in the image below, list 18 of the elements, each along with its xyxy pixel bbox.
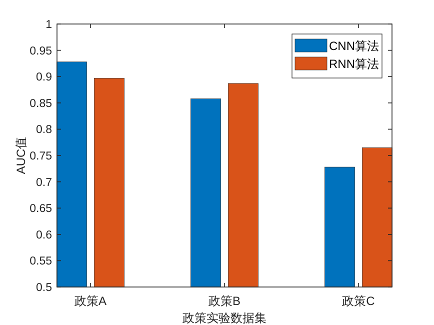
- y-tick-label: 0.5: [36, 282, 52, 294]
- legend-label: RNN算法: [329, 57, 379, 71]
- y-tick-label: 0.9: [36, 72, 52, 84]
- y-tick-label: 0.8: [36, 124, 52, 136]
- y-tick-label: 0.75: [30, 150, 52, 162]
- x-axis-title: 政策实验数据集: [182, 311, 266, 325]
- y-tick-label: 0.55: [30, 256, 52, 268]
- x-tick-label: 政策C: [342, 294, 376, 308]
- x-tick-label: 政策A: [74, 294, 107, 308]
- y-tick-label: 0.65: [30, 203, 52, 216]
- y-tick-label: 0.85: [30, 98, 52, 110]
- y-tick-label: 0.7: [36, 176, 52, 189]
- legend-label: CNN算法: [329, 39, 379, 53]
- y-tick-label: 1: [46, 19, 52, 31]
- y-tick-label: 0.95: [30, 45, 52, 58]
- x-tick-label: 政策B: [208, 294, 241, 308]
- y-tick-label: 0.6: [36, 229, 52, 242]
- y-axis-title: AUC值: [14, 136, 28, 174]
